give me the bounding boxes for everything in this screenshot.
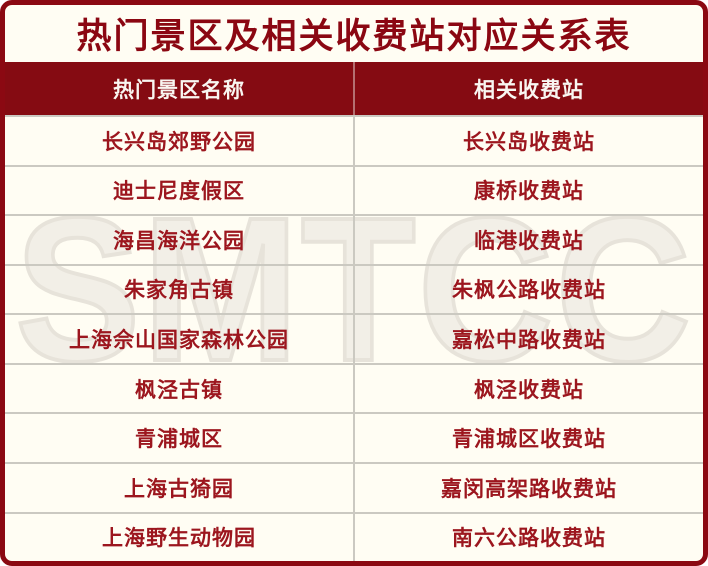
scenic-area-cell: 青浦城区 [5, 414, 355, 462]
scenic-area-cell: 上海佘山国家森林公园 [5, 315, 355, 363]
table-row: 迪士尼度假区 康桥收费站 [5, 164, 703, 215]
toll-station-cell: 嘉闵高架路收费站 [441, 477, 617, 501]
table-body: 长兴岛郊野公园 长兴岛收费站 迪士尼度假区 康桥收费站 海昌海洋公园 临港收费站… [5, 115, 703, 561]
table-row: 青浦城区 青浦城区收费站 [5, 412, 703, 462]
toll-station-cell: 朱枫公路收费站 [452, 279, 606, 303]
scenic-area-cell: 上海古猗园 [5, 463, 355, 512]
toll-station-cell: 临港收费站 [474, 229, 584, 253]
toll-station-cell: 康桥收费站 [474, 180, 584, 204]
toll-station-cell: 南六公路收费站 [452, 527, 606, 551]
column-header-scenic-area: 热门景区名称 [5, 62, 355, 115]
scenic-area-cell: 迪士尼度假区 [5, 166, 355, 215]
page-title: 热门景区及相关收费站对应关系表 [76, 17, 632, 56]
scenic-area-cell: 长兴岛郊野公园 [5, 117, 355, 165]
toll-station-cell: 青浦城区收费站 [452, 428, 606, 452]
table-row: 上海野生动物园 南六公路收费站 [5, 511, 703, 561]
scenic-area-cell: 海昌海洋公园 [5, 216, 355, 264]
scenic-area-cell: 朱家角古镇 [5, 265, 355, 314]
table-row: 上海佘山国家森林公园 嘉松中路收费站 [5, 313, 703, 363]
column-header-toll-station: 相关收费站 [474, 78, 584, 102]
table-row: 枫泾古镇 枫泾收费站 [5, 362, 703, 413]
table-row: 上海古猗园 嘉闵高架路收费站 [5, 461, 703, 512]
toll-station-cell: 枫泾收费站 [474, 378, 584, 402]
scenic-area-cell: 枫泾古镇 [5, 364, 355, 413]
table-row: 长兴岛郊野公园 长兴岛收费站 [5, 115, 703, 165]
table-header-row: 热门景区名称 相关收费站 [5, 62, 703, 115]
table-row: 朱家角古镇 朱枫公路收费站 [5, 263, 703, 314]
toll-station-cell: 长兴岛收费站 [463, 130, 595, 154]
toll-station-cell: 嘉松中路收费站 [452, 329, 606, 353]
scenic-area-cell: 上海野生动物园 [5, 513, 355, 561]
table-row: 海昌海洋公园 临港收费站 [5, 214, 703, 264]
title-band: 热门景区及相关收费站对应关系表 [5, 5, 703, 62]
